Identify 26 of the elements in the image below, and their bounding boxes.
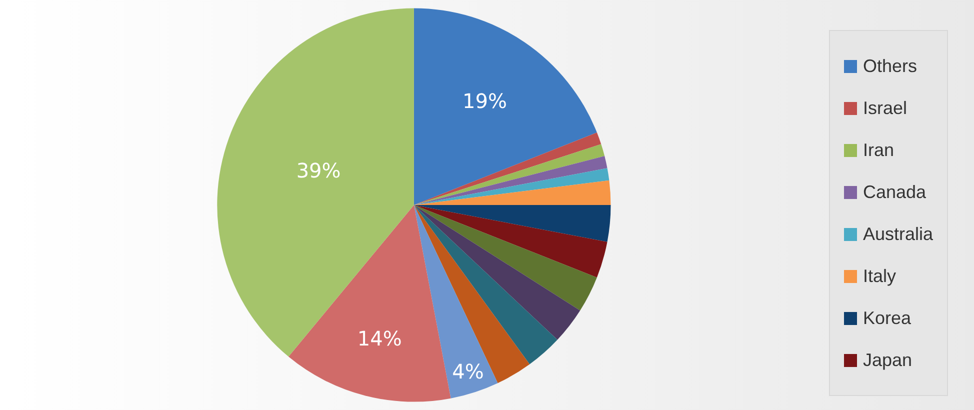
data-label: 4%: [452, 359, 484, 384]
pie-slice: [217, 8, 414, 357]
data-label: 19%: [462, 88, 507, 113]
legend-label: Korea: [862, 308, 912, 328]
pie-slice: [288, 205, 451, 402]
legend-label: Israel: [862, 98, 907, 118]
legend-label: Iran: [862, 140, 894, 160]
pie-slice: [414, 144, 605, 205]
data-label: 39%: [296, 158, 341, 183]
pie-slice: [414, 168, 610, 205]
legend-label: Others: [862, 56, 917, 76]
pie-slice: [414, 205, 558, 364]
pie-slice: [414, 8, 597, 205]
pie-slice: [414, 205, 580, 340]
legend-label: Canada: [862, 182, 926, 202]
data-label: 14%: [357, 326, 402, 351]
pie-slice: [414, 205, 530, 384]
legend-label: Japan: [862, 350, 912, 370]
pie-slice: [414, 205, 597, 310]
pie-slice: [414, 205, 608, 278]
pie-slice: [414, 205, 498, 398]
legend-label: Italy: [862, 266, 896, 286]
pie-slice: [414, 180, 611, 205]
pie-slice: [414, 156, 608, 205]
pie-slice: [414, 205, 611, 242]
legend-label: Australia: [862, 224, 933, 244]
